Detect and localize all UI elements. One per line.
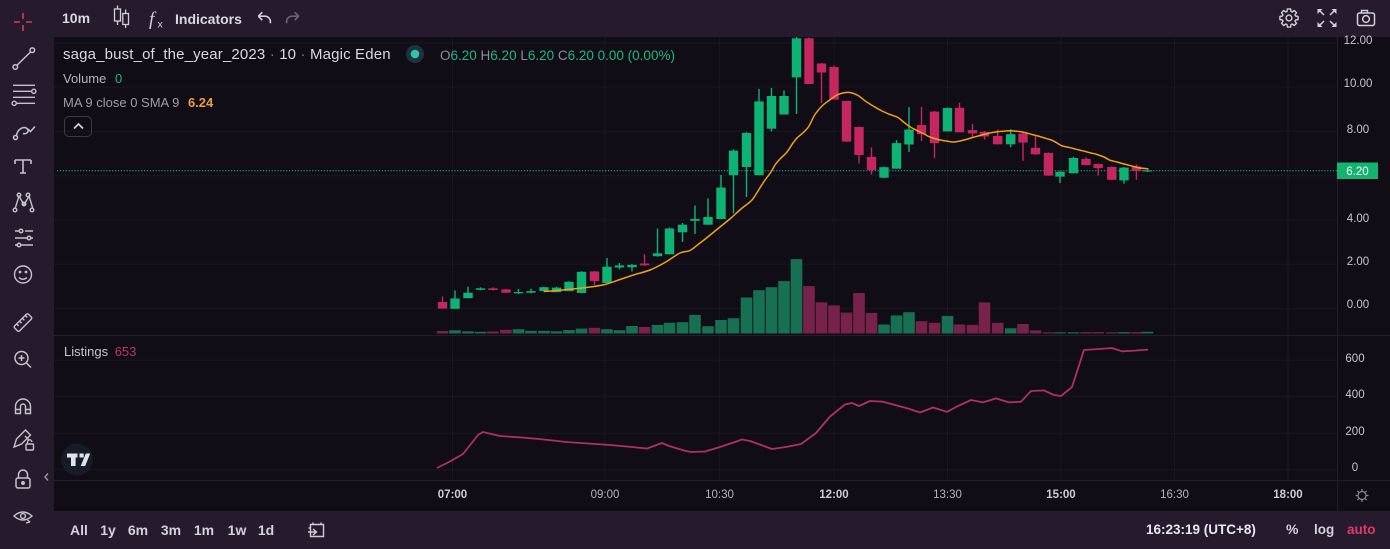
svg-text:f: f: [149, 9, 157, 30]
svg-text:x: x: [158, 19, 164, 31]
svg-text:6.20: 6.20: [1346, 166, 1368, 178]
